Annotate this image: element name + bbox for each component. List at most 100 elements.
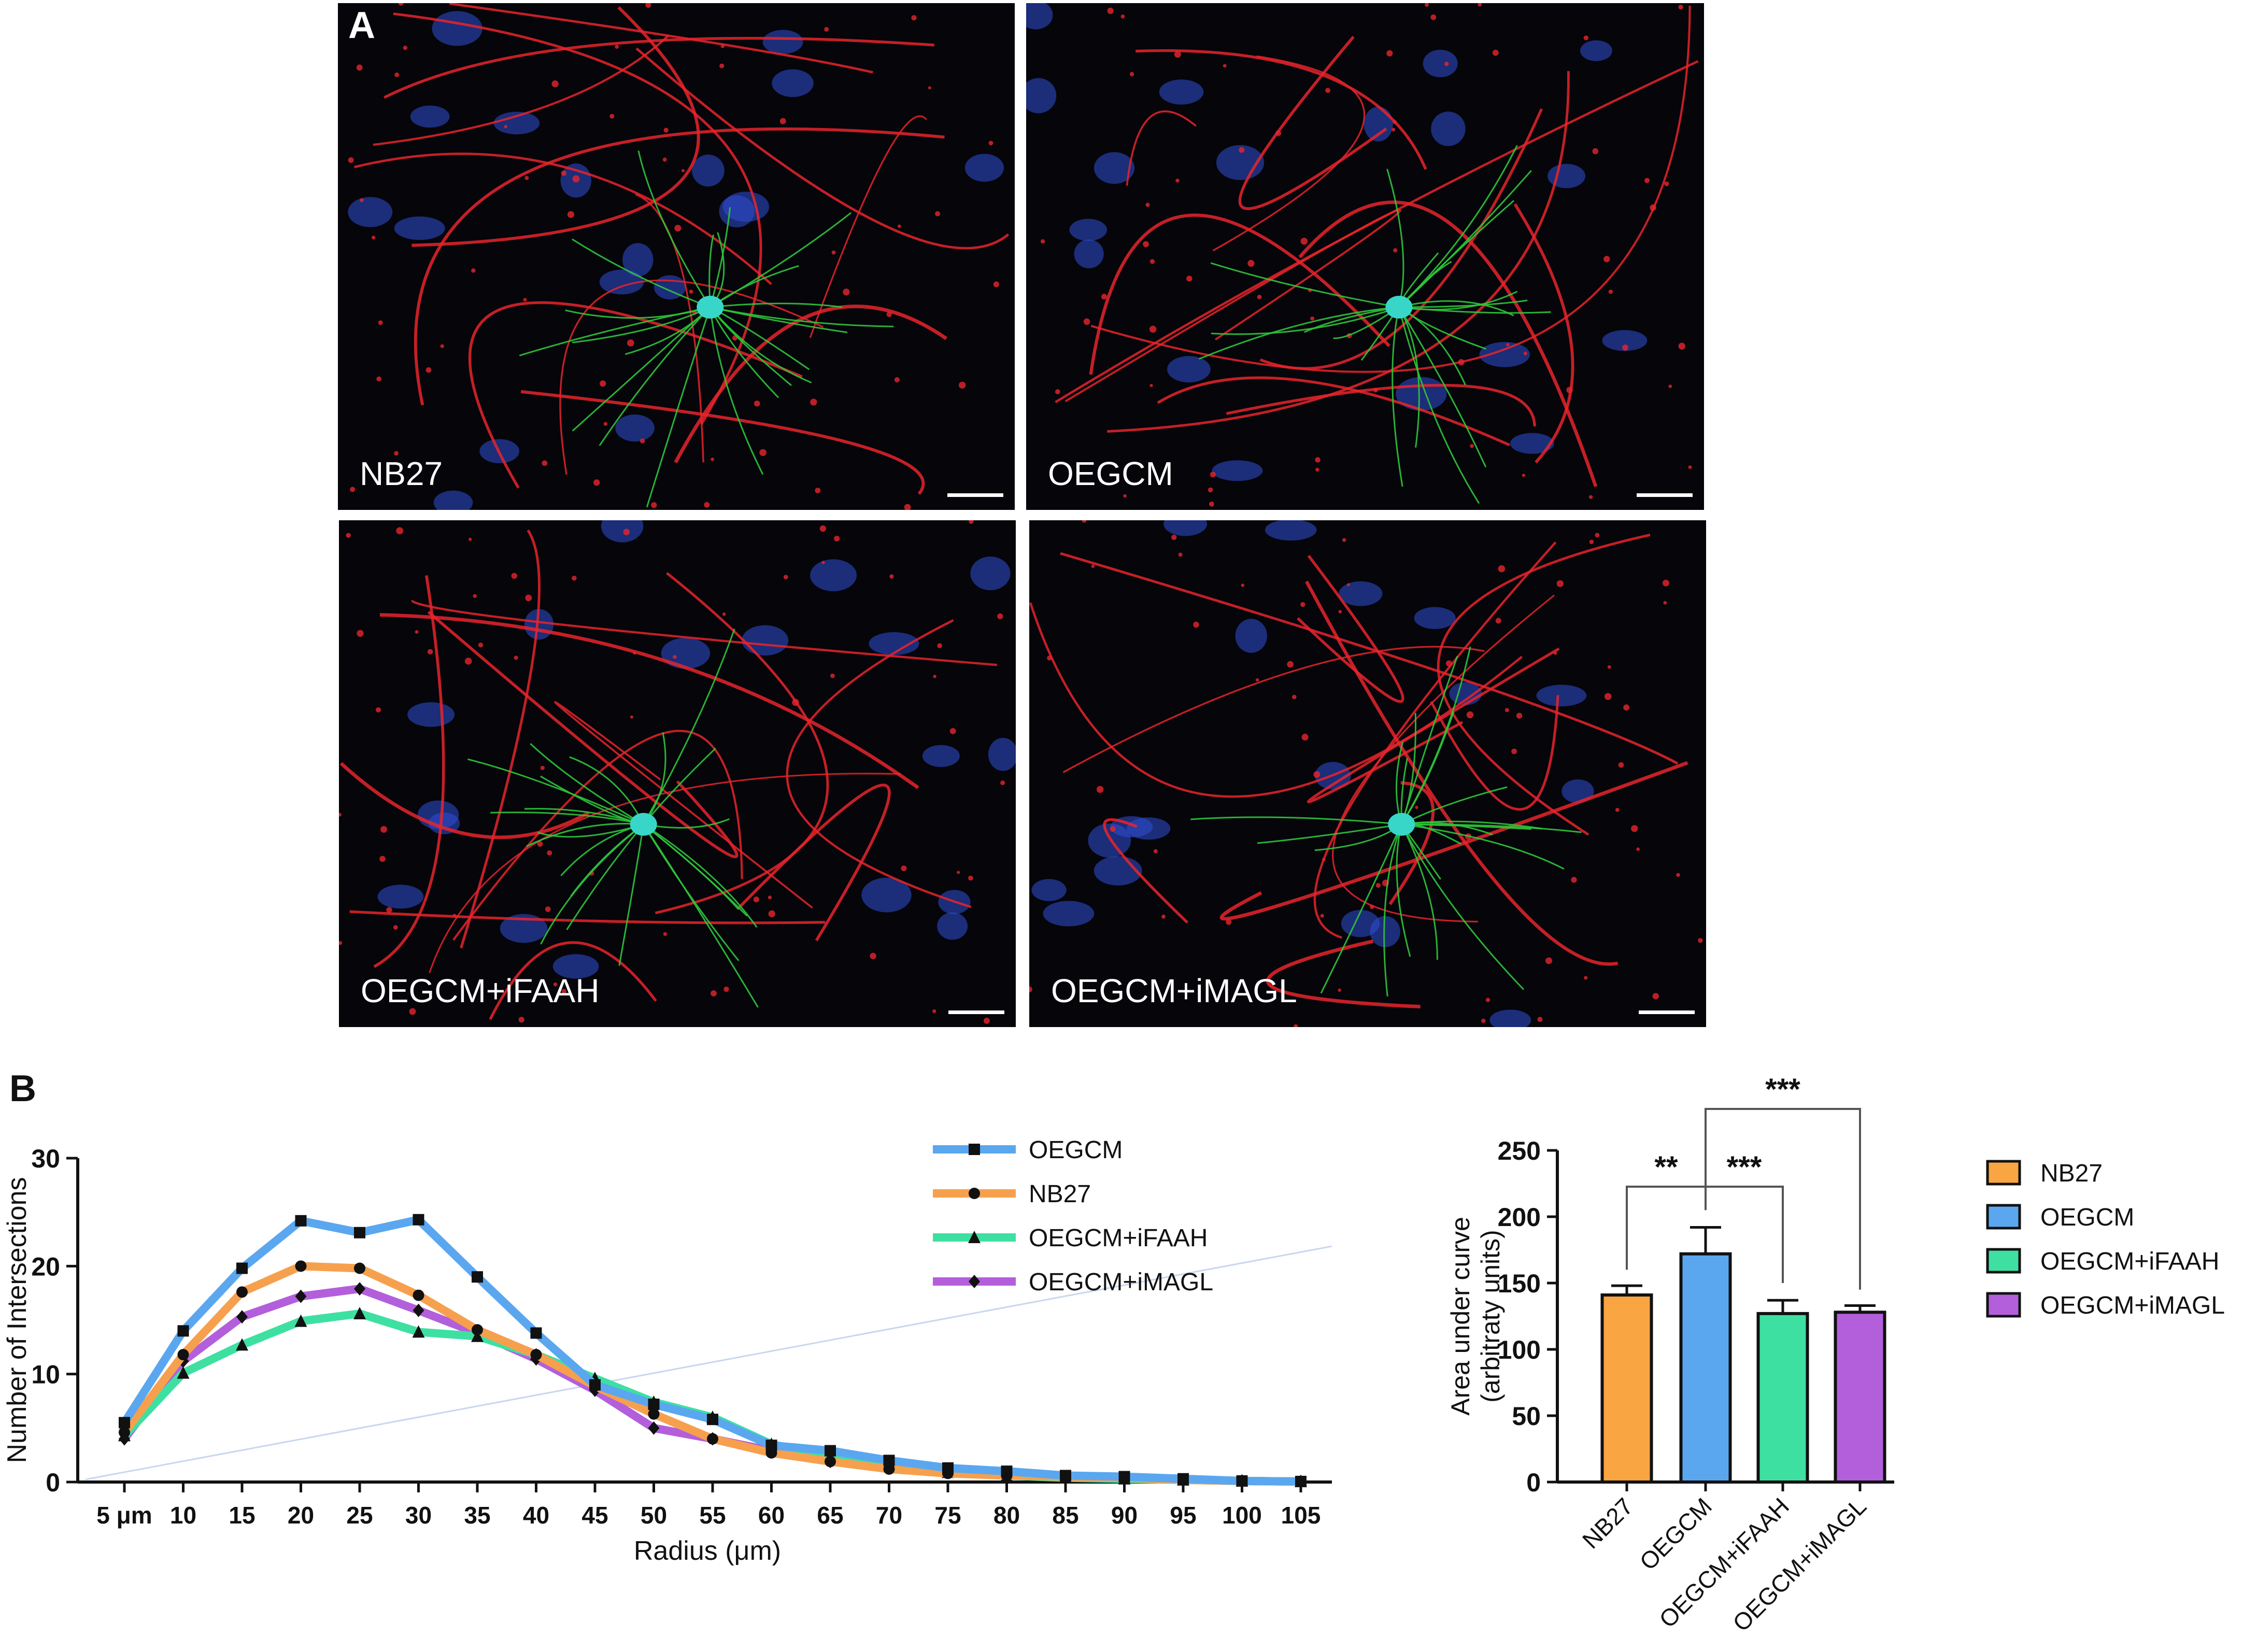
punctum xyxy=(547,850,552,856)
punctum xyxy=(1588,495,1593,499)
data-point xyxy=(648,1408,660,1420)
astrocyte-process xyxy=(490,811,644,825)
punctum xyxy=(843,288,850,296)
data-point xyxy=(883,1463,895,1475)
punctum xyxy=(958,381,966,389)
x-tick-label: 45 xyxy=(581,1502,608,1529)
x-tick-label: 10 xyxy=(170,1502,196,1529)
nucleus xyxy=(1580,40,1612,62)
astrocyte-process xyxy=(467,758,644,825)
punctum xyxy=(1107,7,1114,15)
x-tick-label: 85 xyxy=(1052,1502,1078,1529)
punctum xyxy=(1516,713,1523,719)
punctum xyxy=(1556,580,1564,587)
punctum xyxy=(1040,239,1045,244)
data-point xyxy=(883,1455,895,1466)
punctum xyxy=(1123,494,1127,498)
punctum xyxy=(348,157,354,163)
data-point xyxy=(472,1271,483,1283)
punctum xyxy=(1393,248,1398,253)
panel-b: B 0 10 20 30 5 μm 10 15 20 25 30 35 40 45 50 55 60 65 70 7… xyxy=(0,1036,2243,1649)
neurite xyxy=(1307,647,1560,804)
punctum xyxy=(1375,882,1381,888)
punctum xyxy=(1300,602,1305,607)
punctum xyxy=(949,728,956,734)
astrocyte-process xyxy=(709,306,812,383)
neurite xyxy=(1313,541,1557,939)
nucleus xyxy=(1431,111,1466,146)
nucleus xyxy=(1163,520,1208,536)
punctum xyxy=(1386,50,1393,57)
punctum xyxy=(901,865,907,872)
punctum xyxy=(1698,938,1703,943)
x-tick-label: 70 xyxy=(876,1502,902,1529)
punctum xyxy=(1470,444,1474,448)
data-point xyxy=(707,1433,718,1445)
punctum xyxy=(1485,998,1490,1002)
neurite xyxy=(1107,71,1570,433)
punctum xyxy=(600,380,606,387)
data-point xyxy=(295,1215,307,1227)
punctum xyxy=(673,654,677,659)
nucleus xyxy=(432,11,482,46)
micrograph-label: OEGCM+iFAAH xyxy=(361,972,600,1009)
bar-nb27: NB27 xyxy=(1577,1284,1653,1554)
punctum xyxy=(1145,203,1150,207)
neurite xyxy=(410,600,998,666)
micrograph-3: OEGCM+iFAAH xyxy=(339,520,1016,1027)
nucleus xyxy=(1561,779,1594,803)
punctum xyxy=(473,594,477,598)
y-tick-label: 10 xyxy=(31,1360,60,1389)
punctum xyxy=(396,527,404,535)
punctum xyxy=(478,643,484,648)
punctum xyxy=(542,460,548,466)
punctum xyxy=(834,535,840,542)
micrograph-2: OEGCM xyxy=(1026,3,1704,510)
punctum xyxy=(957,871,960,874)
bar-y-tick-label: 0 xyxy=(1526,1468,1541,1497)
punctum xyxy=(372,235,376,240)
scale-bar xyxy=(947,493,1003,497)
punctum xyxy=(1603,255,1610,263)
punctum xyxy=(452,914,457,917)
punctum xyxy=(1178,552,1183,557)
neurite xyxy=(1090,6,1691,373)
nucleus xyxy=(1547,164,1586,189)
punctum xyxy=(630,715,633,719)
bar-y-tick-label: 200 xyxy=(1498,1203,1541,1232)
data-point xyxy=(1060,1470,1071,1482)
astrocyte-soma xyxy=(1388,813,1415,836)
punctum xyxy=(1315,467,1319,472)
legend-label: OEGCM xyxy=(1029,1136,1123,1164)
series-line xyxy=(121,1309,1301,1486)
punctum xyxy=(754,400,760,407)
line-chart: 0 10 20 30 5 μm 10 15 20 25 30 35 40 45 50 55 60 65 70 75 8… xyxy=(2,1136,1332,1566)
astrocyte-process xyxy=(709,212,852,308)
x-tick-label: 100 xyxy=(1222,1502,1262,1529)
bar-y-tick-label: 150 xyxy=(1498,1269,1541,1298)
punctum xyxy=(1571,877,1577,883)
data-point xyxy=(177,1325,189,1337)
punctum xyxy=(663,127,669,133)
punctum xyxy=(819,525,827,532)
punctum xyxy=(1029,986,1032,993)
panel-a: A NB27 OEGCM OEGCM+iFAAH OEGCM+iMAGL xyxy=(338,3,1706,1027)
panel-b-letter: B xyxy=(9,1068,36,1109)
nucleus xyxy=(772,69,814,97)
punctum xyxy=(968,875,973,881)
bar-y-tick-label: 100 xyxy=(1498,1335,1541,1364)
neurite xyxy=(1266,939,1421,1009)
data-point xyxy=(1295,1475,1307,1487)
bar-y-axis-label-line: Area under curve xyxy=(1446,1217,1475,1416)
astrocyte-process xyxy=(710,303,843,308)
bracket xyxy=(1706,1186,1784,1283)
punctum xyxy=(1149,259,1155,264)
astrocyte-soma xyxy=(1385,295,1413,319)
punctum xyxy=(993,281,999,288)
punctum xyxy=(663,932,668,936)
punctum xyxy=(1504,708,1509,713)
data-point xyxy=(530,1349,542,1361)
punctum xyxy=(983,1017,990,1024)
micrograph-background xyxy=(339,520,1016,1027)
data-point xyxy=(589,1379,601,1391)
